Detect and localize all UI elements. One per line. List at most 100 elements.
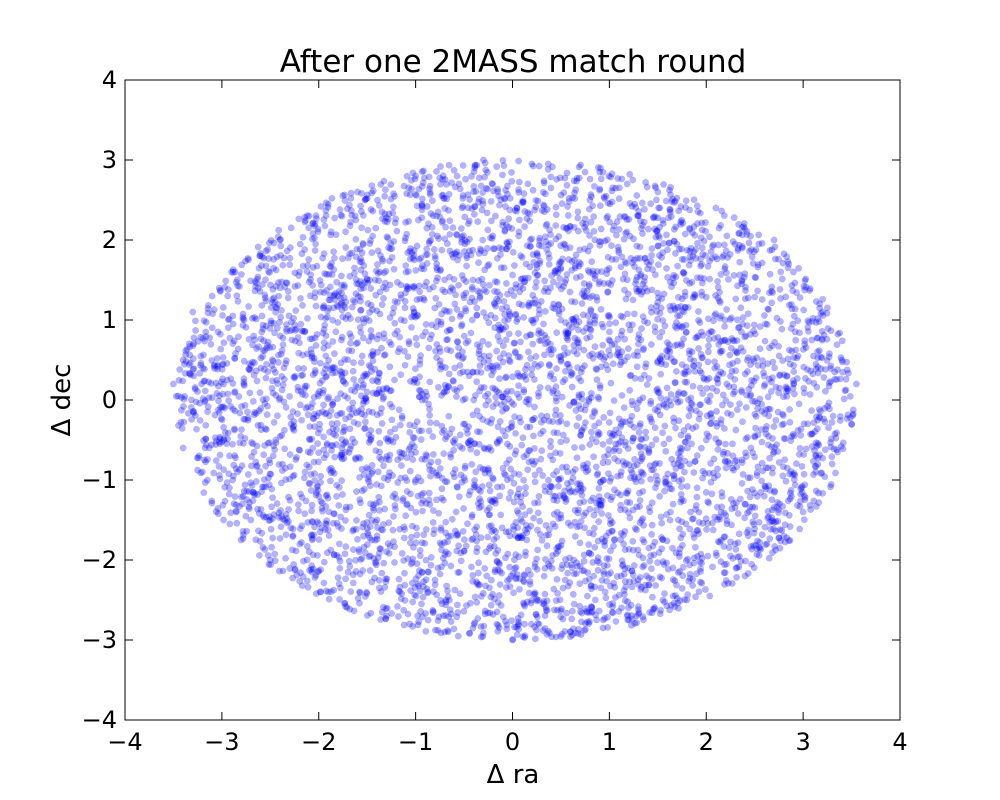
scatter-point <box>359 567 367 574</box>
scatter-point <box>394 479 402 486</box>
scatter-point <box>608 432 616 440</box>
scatter-point <box>686 460 693 468</box>
scatter-point <box>457 471 465 479</box>
scatter-point <box>778 275 786 283</box>
scatter-point <box>651 424 659 432</box>
scatter-point <box>586 196 594 204</box>
scatter-point <box>401 347 408 355</box>
scatter-point <box>600 568 608 575</box>
scatter-point <box>304 314 311 322</box>
scatter-point <box>406 428 414 436</box>
scatter-point <box>622 295 630 303</box>
scatter-point <box>259 346 267 354</box>
scatter-point <box>690 223 698 231</box>
scatter-point <box>550 375 558 383</box>
scatter-point <box>401 526 409 533</box>
scatter-point <box>403 172 411 180</box>
scatter-point <box>609 360 617 368</box>
scatter-point <box>190 372 198 380</box>
scatter-point <box>601 588 609 596</box>
scatter-point <box>436 360 444 368</box>
scatter-point <box>734 245 742 253</box>
scatter-point <box>468 511 476 519</box>
scatter-point <box>485 319 493 327</box>
scatter-point <box>202 458 210 466</box>
scatter-point <box>458 238 465 246</box>
scatter-point <box>498 245 506 253</box>
scatter-point <box>453 387 461 395</box>
scatter-point <box>245 302 253 310</box>
scatter-point <box>472 468 480 476</box>
scatter-point <box>621 506 629 513</box>
scatter-point <box>748 545 756 553</box>
scatter-point <box>520 386 528 394</box>
scatter-point <box>671 342 679 349</box>
scatter-point <box>499 325 507 333</box>
scatter-point <box>179 377 187 385</box>
scatter-point <box>765 432 772 440</box>
scatter-point <box>577 405 585 413</box>
scatter-point <box>810 379 818 387</box>
scatter-point <box>732 367 740 375</box>
scatter-point <box>553 365 560 372</box>
scatter-point <box>707 459 714 467</box>
scatter-point <box>720 252 727 259</box>
scatter-point <box>392 495 400 502</box>
scatter-point <box>345 448 353 456</box>
scatter-point <box>607 281 615 289</box>
scatter-point <box>635 340 642 348</box>
scatter-point <box>463 262 470 270</box>
scatter-point <box>294 410 301 418</box>
scatter-point <box>627 254 635 262</box>
scatter-point <box>366 436 374 444</box>
scatter-point <box>248 482 256 489</box>
scatter-point <box>224 292 232 300</box>
scatter-point <box>438 563 445 571</box>
scatter-point <box>788 282 796 289</box>
scatter-point <box>379 385 387 393</box>
scatter-point <box>325 595 333 603</box>
scatter-point <box>605 347 613 354</box>
scatter-point <box>685 577 693 585</box>
scatter-point <box>366 240 374 248</box>
scatter-point <box>779 463 787 471</box>
scatter-point <box>648 341 655 348</box>
scatter-point <box>382 615 390 623</box>
scatter-point <box>532 203 540 211</box>
scatter-point <box>470 168 478 176</box>
scatter-point <box>399 495 407 502</box>
scatter-point <box>727 552 734 560</box>
scatter-point <box>580 292 588 300</box>
scatter-point <box>602 594 610 602</box>
scatter-point <box>817 310 825 317</box>
scatter-point <box>360 381 367 389</box>
scatter-point <box>229 340 237 347</box>
scatter-point <box>509 636 516 644</box>
scatter-point <box>568 383 576 391</box>
scatter-point <box>452 291 459 299</box>
scatter-point <box>601 615 608 622</box>
scatter-point <box>714 465 721 473</box>
scatter-point <box>460 547 468 555</box>
scatter-point <box>509 248 517 256</box>
scatter-point <box>671 306 679 314</box>
scatter-point <box>357 359 365 367</box>
scatter-point <box>737 304 745 312</box>
scatter-point <box>598 576 606 584</box>
scatter-point <box>534 499 542 506</box>
scatter-point <box>589 558 597 566</box>
scatter-point <box>703 384 711 392</box>
scatter-point <box>587 326 595 334</box>
scatter-point <box>823 356 831 364</box>
scatter-point <box>724 458 732 465</box>
scatter-point <box>569 474 577 482</box>
scatter-point <box>374 261 381 268</box>
scatter-point <box>279 567 287 575</box>
scatter-point <box>542 334 550 342</box>
scatter-point <box>360 372 367 380</box>
scatter-point <box>296 540 304 548</box>
scatter-point <box>413 341 421 349</box>
scatter-point <box>275 509 283 517</box>
scatter-point <box>591 312 599 320</box>
scatter-point <box>773 314 781 322</box>
